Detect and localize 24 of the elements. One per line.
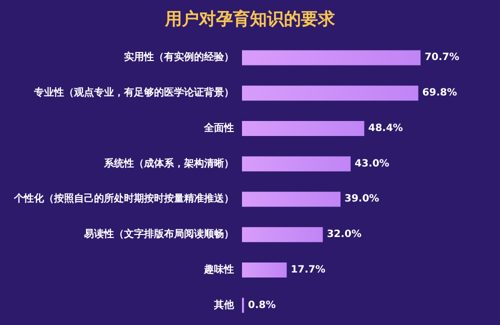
bar <box>242 50 421 66</box>
y-tick-label: 全面性 <box>203 122 234 134</box>
bar <box>242 262 287 278</box>
data-label: 48.4% <box>368 122 403 134</box>
y-tick-label: 专业性（观点专业，有足够的医学论证背景） <box>33 86 234 99</box>
chart-title: 用户对孕育知识的要求 <box>164 8 336 30</box>
data-label: 70.7% <box>424 52 460 64</box>
y-tick-label: 实用性（有实例的经验） <box>124 51 234 64</box>
y-tick-label: 其他 <box>213 298 235 311</box>
bar <box>242 86 418 101</box>
data-label: 39.0% <box>344 194 380 205</box>
bar <box>242 227 323 242</box>
data-label: 32.0% <box>326 229 362 240</box>
bar <box>242 156 351 172</box>
bar <box>242 120 364 136</box>
data-label: 0.8% <box>248 300 276 311</box>
y-tick-label: 系统性（成体系，架构清晰） <box>103 157 234 170</box>
data-label: 17.7% <box>290 264 326 276</box>
y-tick-label: 个性化（按照自己的所处时期按时按量精准推送） <box>13 192 234 205</box>
data-label: 43.0% <box>354 158 390 170</box>
y-tick-label: 易读性（文字排版布局阅读顺畅） <box>83 228 234 240</box>
y-tick-label: 趣味性 <box>203 263 234 276</box>
bar <box>242 192 341 207</box>
data-label: 69.8% <box>422 88 457 99</box>
